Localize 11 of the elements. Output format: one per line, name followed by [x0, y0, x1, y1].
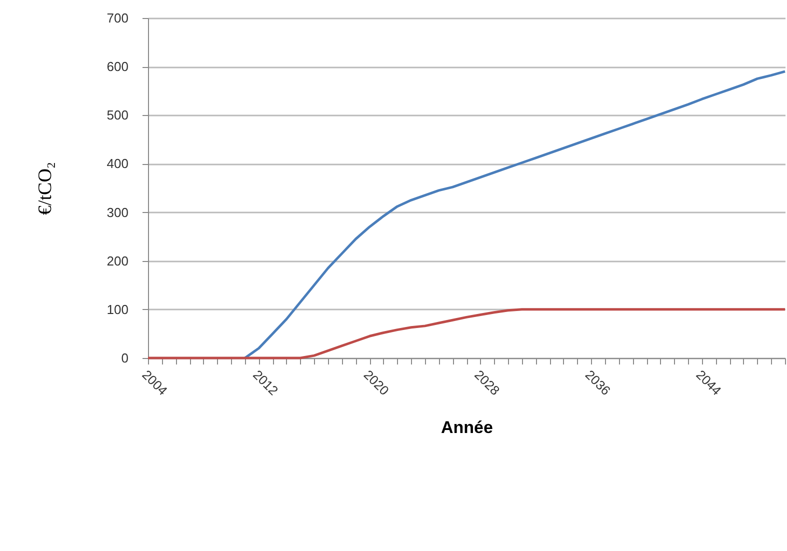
y-tick-label: 100: [106, 302, 128, 317]
y-tick-label: 300: [106, 204, 128, 220]
x-axis-title: Année: [441, 418, 493, 438]
y-axis-title: €/tCO₂: [34, 162, 56, 216]
y-tick-label: 500: [106, 108, 128, 123]
y-tick-label: 700: [106, 10, 128, 26]
y-tick-label: 200: [106, 253, 128, 268]
y-tick-label: 400: [106, 156, 128, 172]
line-series: [244, 70, 786, 360]
y-tick-label: 600: [106, 59, 128, 74]
y-tick-label: 0: [121, 350, 128, 366]
